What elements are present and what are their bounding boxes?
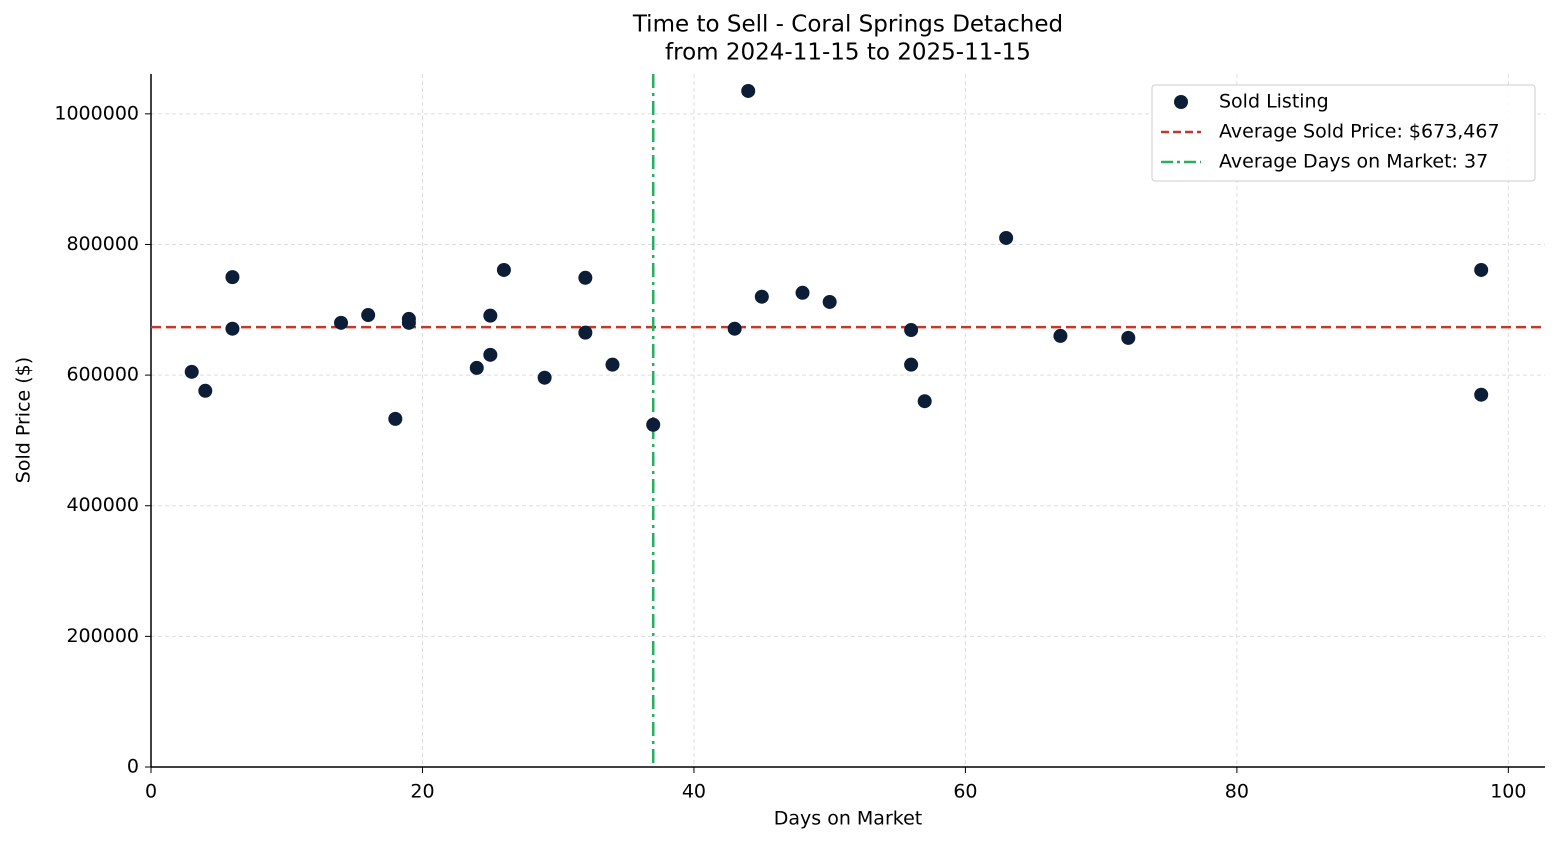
x-tick-label: 80	[1225, 781, 1249, 803]
point	[578, 325, 593, 340]
x-tick-label: 0	[145, 781, 157, 803]
point	[754, 289, 769, 304]
point	[388, 411, 403, 426]
point	[795, 285, 810, 300]
point	[822, 294, 837, 309]
y-tick-label: 800000	[66, 233, 139, 255]
point	[578, 270, 593, 285]
point	[1474, 262, 1489, 277]
point	[225, 270, 240, 285]
y-tick-label: 0	[127, 756, 139, 778]
legend-box	[1151, 84, 1536, 182]
point	[904, 323, 919, 338]
point	[741, 83, 756, 98]
point	[483, 347, 498, 362]
point	[1474, 387, 1489, 402]
point	[537, 370, 552, 385]
x-tick-label: 100	[1490, 781, 1526, 803]
x-axis-label: Days on Market	[774, 808, 922, 830]
y-tick-label: 400000	[66, 494, 139, 516]
legend-marker	[1174, 95, 1188, 109]
point	[904, 357, 919, 372]
point	[483, 308, 498, 323]
point	[469, 360, 484, 375]
y-tick-label: 600000	[66, 364, 139, 386]
point	[184, 364, 199, 379]
y-axis-label: Sold Price ($)	[13, 357, 35, 483]
point	[401, 315, 416, 330]
x-tick-label: 60	[953, 781, 977, 803]
point	[1053, 328, 1068, 343]
y-tick-label: 1000000	[54, 102, 139, 124]
x-tick-label: 40	[682, 781, 706, 803]
point	[334, 315, 349, 330]
chart-title: Time to Sell - Coral Springs Detached	[632, 12, 1063, 38]
point	[198, 383, 213, 398]
point	[605, 357, 620, 372]
chart-subtitle: from 2024-11-15 to 2025-11-15	[665, 40, 1031, 66]
point	[646, 417, 661, 432]
point	[727, 321, 742, 336]
point	[1121, 330, 1136, 345]
point	[917, 394, 932, 409]
point	[999, 230, 1014, 245]
legend-label: Average Sold Price: $673,467	[1219, 121, 1500, 143]
point	[225, 321, 240, 336]
legend-label: Average Days on Market: 37	[1219, 151, 1488, 173]
legend-label: Sold Listing	[1219, 91, 1329, 113]
point	[361, 308, 376, 323]
y-tick-label: 200000	[66, 625, 139, 647]
point	[496, 262, 511, 277]
x-tick-label: 20	[410, 781, 434, 803]
